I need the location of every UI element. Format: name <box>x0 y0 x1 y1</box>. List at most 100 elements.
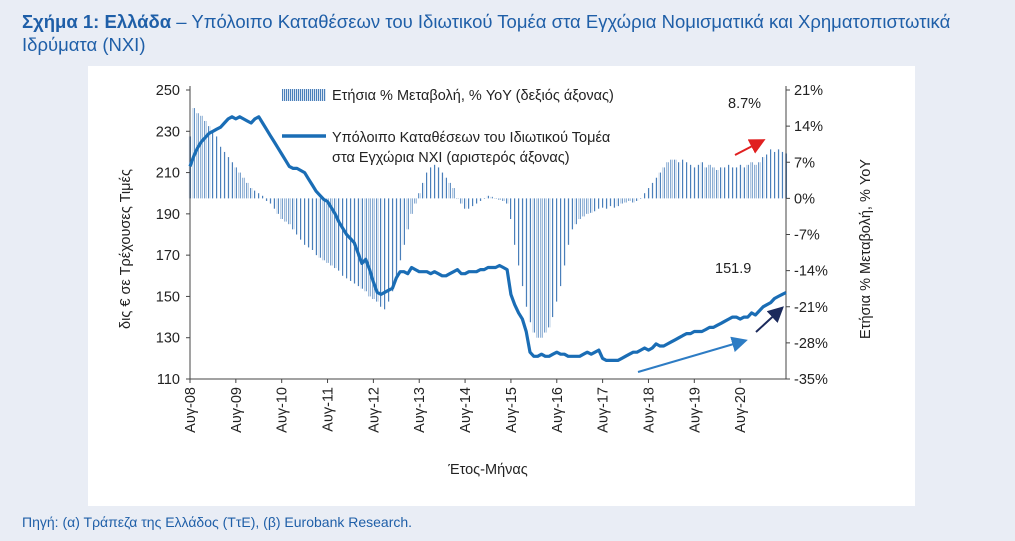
bar-41 <box>345 198 348 279</box>
bar-73 <box>467 198 470 209</box>
bar-88 <box>525 198 528 307</box>
bar-62 <box>425 172 428 199</box>
bar-149 <box>758 162 761 199</box>
bar-51 <box>383 198 386 310</box>
bar-50 <box>379 198 383 307</box>
bar-113 <box>620 198 623 204</box>
bar-95 <box>551 198 554 318</box>
y-right-tick-label-0: 21% <box>794 83 823 99</box>
bar-86 <box>517 198 520 266</box>
bar-57 <box>406 198 409 230</box>
bar-96 <box>555 198 558 302</box>
chart-title-bold: Σχήμα 1: Ελλάδα <box>22 11 172 32</box>
bar-10 <box>227 157 230 199</box>
bar-98 <box>563 198 566 266</box>
navy-arrow <box>755 306 784 333</box>
y-left-axis-title: δις € σε Τρέχουσες Τιμές <box>118 169 134 329</box>
x-tick-label-5: Αυγ-13 <box>412 387 428 433</box>
axes: 250 230 210 190 170 150 130 110 21% 14% 7% 0% -7% -14… <box>156 83 828 433</box>
y-right-tick-label-3: 0% <box>794 191 815 207</box>
bar-147 <box>750 162 753 199</box>
bar-59 <box>414 198 417 204</box>
bar-14 <box>242 177 245 199</box>
bar-100 <box>571 198 574 230</box>
y-left-tick-label-5: 150 <box>156 289 180 305</box>
bar-48 <box>372 198 375 300</box>
bar-112 <box>616 198 619 207</box>
bar-84 <box>509 198 512 220</box>
x-tick-label-6: Αυγ-14 <box>458 387 474 433</box>
bar-129 <box>681 159 684 199</box>
bar-12 <box>234 167 237 199</box>
bar-37 <box>330 198 333 266</box>
bar-85 <box>513 198 516 245</box>
chart-title-rest: – Υπόλοιπο Καταθέσεων του Ιδιωτικού Τομέ… <box>22 11 951 55</box>
y-left-tick-label-1: 230 <box>156 124 180 140</box>
bar-30 <box>303 198 306 245</box>
legend-bar-label: Ετήσια % Μεταβολή, % YoY (δεξιός άξονας) <box>332 88 614 104</box>
bar-99 <box>567 198 570 245</box>
y-right-tick-label-6: -21% <box>794 300 828 316</box>
bar-123 <box>658 172 661 199</box>
bar-72 <box>464 198 467 209</box>
bar-52 <box>387 198 390 302</box>
bar-110 <box>609 198 612 207</box>
bar-66 <box>441 172 444 199</box>
bar-87 <box>521 198 524 287</box>
y-right-tick-label-7: -28% <box>794 336 828 352</box>
bar-17 <box>253 190 256 199</box>
bar-2 <box>196 113 199 199</box>
bar-20 <box>265 198 268 201</box>
bar-131 <box>689 164 692 199</box>
bar-78 <box>486 195 490 199</box>
bar-61 <box>422 182 425 199</box>
bar-79 <box>490 196 493 199</box>
x-tick-label-7: Αυγ-15 <box>504 387 520 433</box>
bar-5 <box>208 126 211 199</box>
bar-97 <box>559 198 562 287</box>
bar-54 <box>395 198 398 276</box>
bar-144 <box>739 164 742 199</box>
bar-28 <box>295 198 299 235</box>
bar-101 <box>574 198 577 225</box>
bar-135 <box>704 167 707 199</box>
bar-140 <box>723 167 726 199</box>
bar-80 <box>494 198 497 199</box>
bar-55 <box>399 198 402 261</box>
bar-7 <box>215 136 218 199</box>
bar-75 <box>475 198 478 204</box>
bar-133 <box>697 164 700 199</box>
bar-15 <box>246 182 249 199</box>
legend-bar-swatch <box>282 89 326 101</box>
bar-155 <box>781 151 784 199</box>
bar-152 <box>769 149 772 199</box>
bar-39 <box>337 198 341 271</box>
bar-92 <box>540 198 543 338</box>
bar-49 <box>376 198 379 302</box>
bar-3 <box>200 115 203 199</box>
bar-76 <box>479 198 482 201</box>
red-arrow <box>734 139 766 156</box>
bar-146 <box>746 164 749 199</box>
annotation-bar-value: 8.7% <box>728 96 761 112</box>
source-note: Πηγή: (α) Τράπεζα της Ελλάδος (ΤτΕ), (β)… <box>22 514 413 530</box>
y-left-tick-label-3: 190 <box>156 207 180 223</box>
bar-70 <box>456 198 459 199</box>
bar-33 <box>315 198 318 256</box>
bar-128 <box>677 162 681 199</box>
bar-8 <box>219 146 222 199</box>
bar-19 <box>261 195 264 199</box>
bar-136 <box>708 164 711 199</box>
bar-139 <box>720 167 723 199</box>
bar-81 <box>498 198 501 200</box>
bar-6 <box>211 131 214 199</box>
bar-118 <box>639 198 642 199</box>
bar-35 <box>322 198 325 261</box>
bar-125 <box>666 162 669 199</box>
bar-46 <box>364 198 367 292</box>
bar-104 <box>586 198 589 214</box>
bar-114 <box>624 198 627 203</box>
x-tick-label-11: Αυγ-19 <box>687 387 703 433</box>
bar-119 <box>643 193 646 199</box>
bar-24 <box>280 198 283 220</box>
